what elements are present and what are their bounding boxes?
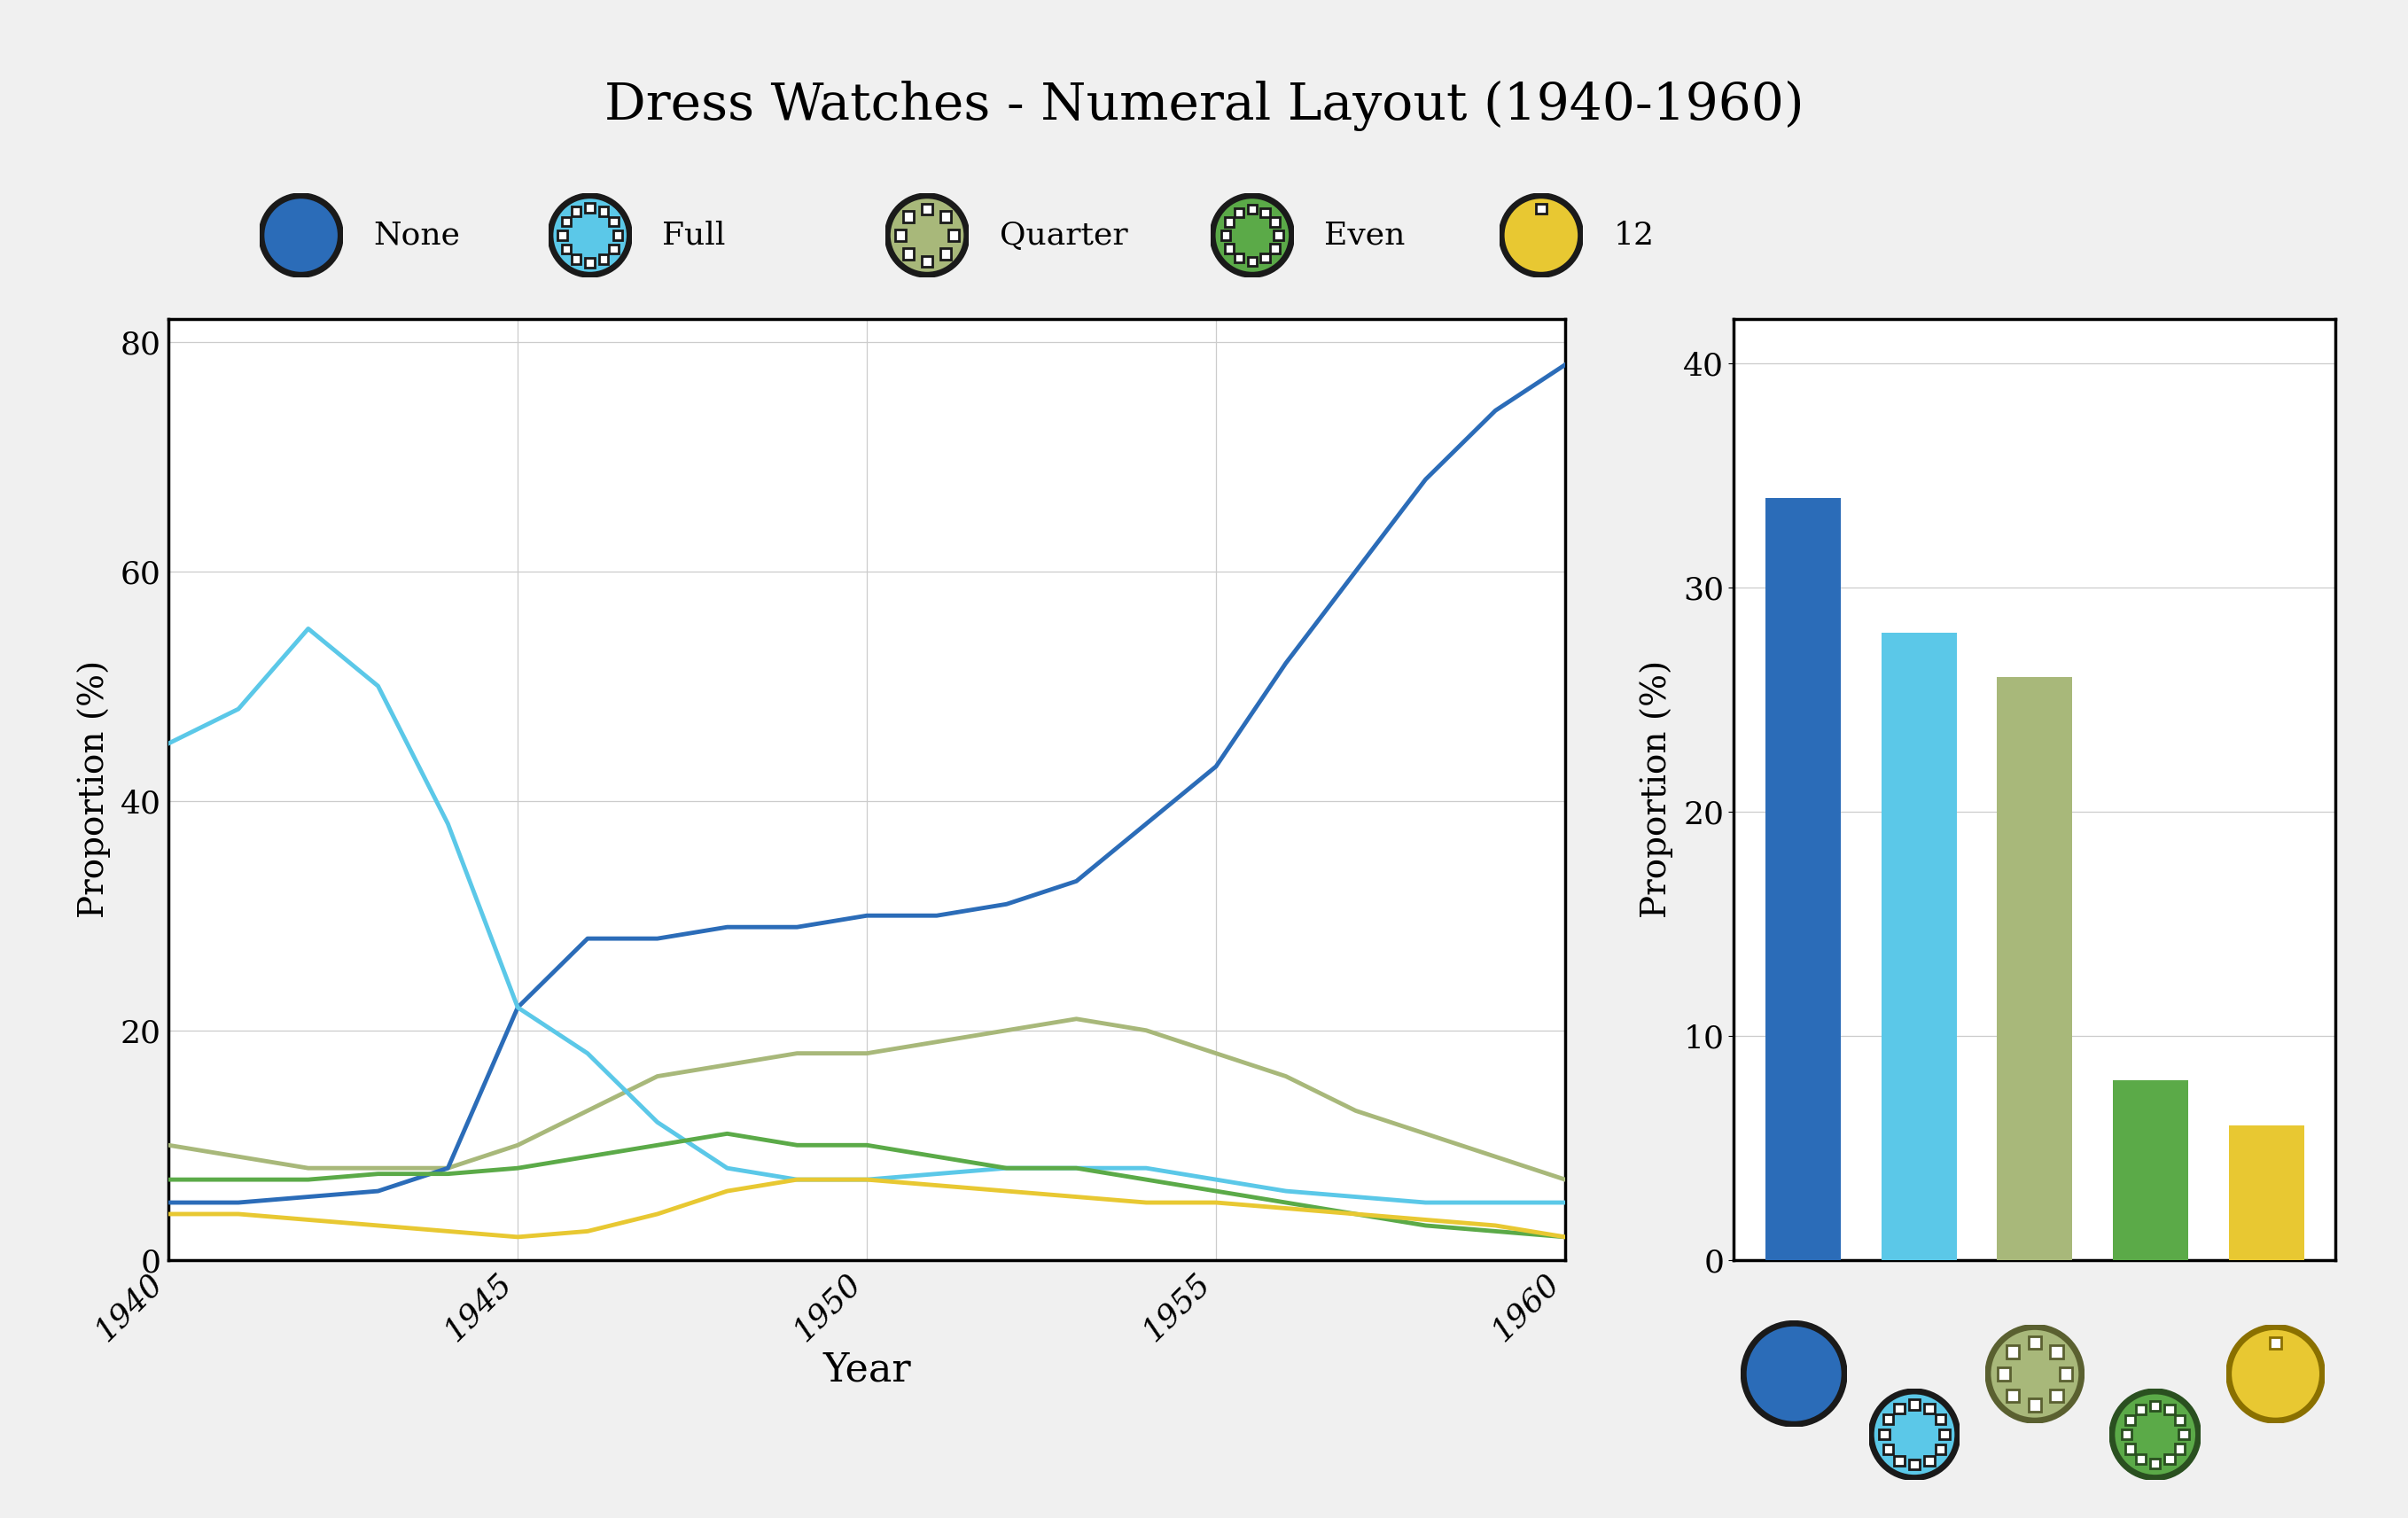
FancyBboxPatch shape [1996,1368,2011,1380]
Ellipse shape [1989,1327,2081,1421]
FancyBboxPatch shape [2150,1401,2160,1410]
FancyBboxPatch shape [1910,1400,1919,1409]
FancyBboxPatch shape [1878,1430,1890,1439]
FancyBboxPatch shape [1271,217,1279,226]
FancyBboxPatch shape [585,258,595,267]
FancyBboxPatch shape [1895,1404,1905,1413]
FancyBboxPatch shape [1247,205,1257,214]
Ellipse shape [2112,1390,2199,1479]
FancyBboxPatch shape [1226,244,1233,254]
FancyBboxPatch shape [609,244,619,254]
Ellipse shape [1503,196,1580,275]
Ellipse shape [551,196,628,275]
X-axis label: Year: Year [824,1351,910,1389]
Y-axis label: Proportion (%): Proportion (%) [1640,660,1674,918]
FancyBboxPatch shape [1221,231,1230,240]
Ellipse shape [889,196,966,275]
Ellipse shape [262,196,340,275]
FancyBboxPatch shape [2049,1345,2064,1359]
FancyBboxPatch shape [2049,1389,2064,1403]
Text: Quarter: Quarter [999,220,1127,250]
FancyBboxPatch shape [2006,1345,2020,1359]
FancyBboxPatch shape [2165,1454,2174,1465]
FancyBboxPatch shape [2028,1398,2042,1412]
FancyBboxPatch shape [922,203,932,214]
FancyBboxPatch shape [1910,1460,1919,1469]
FancyBboxPatch shape [939,249,951,260]
FancyBboxPatch shape [2126,1415,2136,1425]
FancyBboxPatch shape [1895,1456,1905,1465]
FancyBboxPatch shape [1883,1415,1893,1424]
Text: 12: 12 [1613,220,1654,250]
FancyBboxPatch shape [2179,1430,2189,1439]
FancyBboxPatch shape [571,206,580,216]
FancyBboxPatch shape [1924,1404,1934,1413]
Bar [2230,1125,2304,1260]
Text: Even: Even [1324,220,1406,250]
Ellipse shape [1871,1390,1958,1479]
FancyBboxPatch shape [2006,1389,2020,1403]
FancyBboxPatch shape [2136,1404,2146,1415]
FancyBboxPatch shape [939,211,951,222]
FancyBboxPatch shape [903,211,915,222]
FancyBboxPatch shape [1262,254,1269,263]
FancyBboxPatch shape [1924,1456,1934,1465]
FancyBboxPatch shape [1936,1415,1946,1424]
FancyBboxPatch shape [600,206,609,216]
FancyBboxPatch shape [585,203,595,213]
FancyBboxPatch shape [1938,1430,1950,1439]
FancyBboxPatch shape [609,217,619,226]
FancyBboxPatch shape [1883,1445,1893,1454]
Bar [1765,498,1840,1260]
FancyBboxPatch shape [1226,217,1233,226]
Text: Dress Watches - Numeral Layout (1940-1960): Dress Watches - Numeral Layout (1940-196… [604,80,1804,132]
FancyBboxPatch shape [2174,1415,2184,1425]
FancyBboxPatch shape [922,257,932,267]
FancyBboxPatch shape [2165,1404,2174,1415]
FancyBboxPatch shape [1235,254,1243,263]
FancyBboxPatch shape [1274,231,1283,240]
FancyBboxPatch shape [2174,1444,2184,1454]
FancyBboxPatch shape [614,231,621,240]
Y-axis label: Proportion (%): Proportion (%) [77,660,111,918]
FancyBboxPatch shape [2121,1430,2131,1439]
Ellipse shape [2230,1327,2321,1421]
FancyBboxPatch shape [903,249,915,260]
Ellipse shape [1214,196,1291,275]
FancyBboxPatch shape [1247,257,1257,266]
Ellipse shape [1743,1324,1845,1424]
FancyBboxPatch shape [1262,208,1269,217]
FancyBboxPatch shape [2059,1368,2073,1380]
FancyBboxPatch shape [561,217,571,226]
Bar [2112,1081,2189,1260]
Text: None: None [373,220,460,250]
FancyBboxPatch shape [561,244,571,254]
FancyBboxPatch shape [2028,1336,2042,1350]
FancyBboxPatch shape [1936,1445,1946,1454]
Bar [1996,677,2073,1260]
FancyBboxPatch shape [2271,1337,2280,1348]
FancyBboxPatch shape [559,231,566,240]
FancyBboxPatch shape [896,229,905,241]
FancyBboxPatch shape [2126,1444,2136,1454]
Bar [1881,633,1958,1260]
Text: Full: Full [662,220,725,250]
FancyBboxPatch shape [2136,1454,2146,1465]
FancyBboxPatch shape [1271,244,1279,254]
FancyBboxPatch shape [2150,1459,2160,1468]
FancyBboxPatch shape [949,229,958,241]
FancyBboxPatch shape [571,255,580,264]
FancyBboxPatch shape [1235,208,1243,217]
FancyBboxPatch shape [600,255,609,264]
FancyBboxPatch shape [1536,203,1546,214]
